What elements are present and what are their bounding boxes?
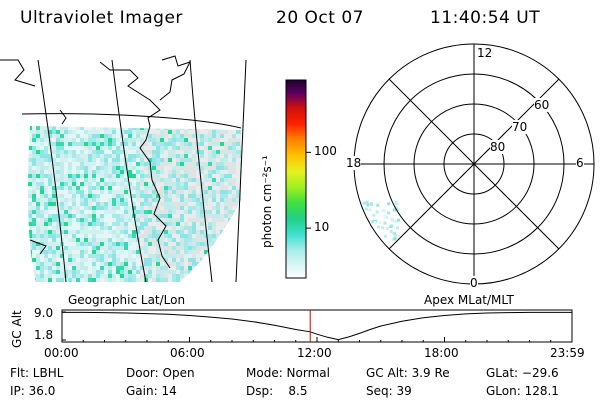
colorbar-tick-10: 10 [314,220,330,235]
altitude-xtick-0600: 06:00 [170,346,205,360]
mlt-label-12: 12 [477,46,493,60]
info-gain: Gain: 14 [126,384,177,398]
altitude-ytick-1-8: 1.8 [34,328,54,342]
geographic-label: Geographic Lat/Lon [68,293,186,307]
altitude-ylabel: GC Alt [10,310,24,348]
info-mode: Mode: Normal [246,366,330,380]
info-gc-alt: GC Alt: 3.9 Re [366,366,450,380]
polar-diagonal-2 [388,78,560,250]
lat-label-60: 60 [534,98,550,112]
info-glat: GLat: −29.6 [486,366,559,380]
altitude-xtick-1800: 18:00 [424,346,459,360]
date-label: 20 Oct 07 [276,8,364,28]
uv-image-geographic [28,126,241,282]
altitude-xtick-2359: 23:59 [550,346,585,360]
info-dsp: Dsp: 8.5 [246,384,308,398]
info-ip: IP: 36.0 [10,384,56,398]
altitude-series-line [62,311,572,341]
apex-label: Apex MLat/MLT [424,293,514,307]
info-flt: Flt: LBHL [10,366,64,380]
altitude-y-ticks [62,311,66,341]
lat-label-80: 80 [490,140,506,154]
coastline [0,55,191,269]
altitude-ytick-9: 9.0 [34,306,54,320]
info-door: Door: Open [126,366,195,380]
mlt-label-6: 6 [576,156,584,170]
altitude-xtick-1200: 12:00 [297,346,332,360]
time-label: 11:40:54 UT [430,8,541,28]
colorbar-tick-100: 100 [314,144,337,159]
mlt-label-0: 0 [470,276,478,290]
info-glon: GLon: 128.1 [486,384,559,398]
lat-label-70: 70 [512,120,528,134]
altitude-x-ticks [61,337,573,342]
instrument-title: Ultraviolet Imager [20,8,183,28]
uv-image-polar [362,200,401,241]
info-seq: Seq: 39 [366,384,412,398]
mlt-label-18: 18 [346,156,362,170]
lat-lon-grid [21,59,247,283]
altitude-xtick-0000: 00:00 [44,346,79,360]
